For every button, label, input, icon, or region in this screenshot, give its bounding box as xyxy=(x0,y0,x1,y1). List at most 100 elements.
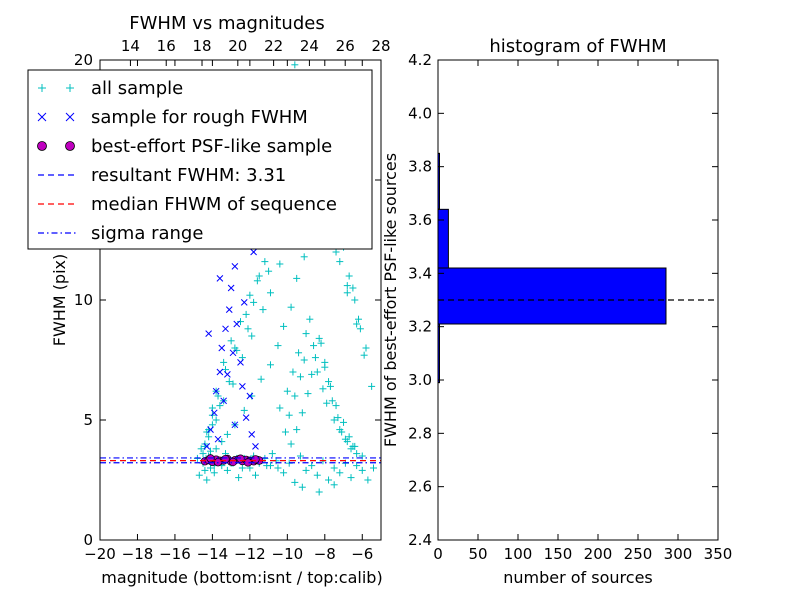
top-tick-label: 24 xyxy=(300,37,319,55)
data-point xyxy=(328,397,336,405)
data-point xyxy=(207,464,215,472)
data-point xyxy=(323,399,331,407)
data-point xyxy=(370,464,378,472)
data-point xyxy=(231,421,239,429)
data-point xyxy=(308,370,316,378)
y-tick-label: 2.8 xyxy=(408,424,432,442)
data-point xyxy=(330,416,338,424)
data-point xyxy=(304,390,312,398)
legend-label: all sample xyxy=(91,78,183,99)
data-point xyxy=(345,272,353,280)
data-point xyxy=(210,469,218,477)
data-point xyxy=(266,462,274,470)
data-point xyxy=(246,291,254,299)
data-point xyxy=(212,445,220,453)
data-point xyxy=(280,322,288,330)
data-point xyxy=(291,478,299,486)
data-point xyxy=(347,445,355,453)
x-marker-b xyxy=(231,421,239,429)
data-point xyxy=(306,315,314,323)
legend-x-b xyxy=(37,112,47,122)
data-point xyxy=(236,454,245,463)
x-marker-b xyxy=(240,299,248,306)
data-point xyxy=(311,354,319,362)
data-point xyxy=(240,299,248,306)
x-tick-label: −16 xyxy=(159,545,191,563)
data-point xyxy=(218,344,226,352)
data-point xyxy=(244,325,252,333)
data-point xyxy=(315,488,323,496)
data-point xyxy=(223,466,231,474)
data-point xyxy=(203,476,211,484)
legend-entry: median FHWM of sequence xyxy=(38,194,337,215)
data-point xyxy=(353,320,361,328)
data-point xyxy=(195,471,203,479)
data-point xyxy=(362,344,370,352)
x-tick-label: 50 xyxy=(468,545,487,563)
data-point xyxy=(296,452,304,460)
legend-label: sigma range xyxy=(91,223,203,244)
x-tick-label: −6 xyxy=(351,545,373,563)
x-marker-b xyxy=(212,387,220,395)
data-point xyxy=(257,375,265,383)
data-point xyxy=(255,272,263,280)
data-point xyxy=(345,433,353,441)
data-point xyxy=(276,260,284,268)
data-point xyxy=(330,464,338,472)
histogram-y-ticks: 2.4 2.6 2.8 3.0 3.2 3.4 3.6 3.8 4.0 4.2 xyxy=(408,51,718,549)
data-point xyxy=(298,483,306,491)
x-marker-b xyxy=(216,368,224,376)
x-tick-label: 200 xyxy=(584,545,613,563)
data-point xyxy=(222,325,229,333)
data-point xyxy=(274,342,282,350)
x-tick-label: 300 xyxy=(664,545,693,563)
data-point xyxy=(229,349,237,357)
data-point xyxy=(250,248,257,256)
data-point xyxy=(239,383,246,390)
legend-box xyxy=(27,69,373,250)
data-point xyxy=(302,466,310,474)
top-tick-label: 20 xyxy=(228,37,247,55)
x-tick-label: −20 xyxy=(84,545,116,563)
data-point xyxy=(233,320,241,328)
data-point xyxy=(248,332,256,340)
x-marker-b xyxy=(216,275,224,282)
x-marker-b xyxy=(205,330,213,337)
data-point xyxy=(227,337,235,345)
data-point xyxy=(353,450,361,458)
y-tick-label: 4.0 xyxy=(408,104,432,122)
histogram-xlabel: number of sources xyxy=(503,568,653,587)
data-point xyxy=(212,387,220,395)
data-point xyxy=(261,258,269,266)
data-point xyxy=(340,418,348,426)
x-marker-b xyxy=(227,284,235,292)
data-point xyxy=(280,469,288,477)
histogram-x-ticks: 0 50 100 150 200 250 300 350 xyxy=(433,60,732,563)
data-point xyxy=(349,284,357,292)
data-point xyxy=(295,349,303,357)
data-point xyxy=(313,471,321,479)
x-tick-label: 150 xyxy=(544,545,573,563)
data-point xyxy=(360,351,368,359)
data-point xyxy=(242,414,250,421)
data-point xyxy=(265,267,273,275)
data-point xyxy=(207,447,215,455)
legend-label: resultant FWHM: 3.31 xyxy=(91,165,286,186)
x-marker-b xyxy=(220,397,227,405)
data-point xyxy=(351,296,359,304)
legend-rows: all sample sample for rough FWHM best-effo… xyxy=(37,78,337,244)
data-point xyxy=(347,474,355,482)
data-point xyxy=(207,426,214,433)
x-marker-b xyxy=(233,320,241,328)
data-point xyxy=(274,464,282,472)
data-point xyxy=(332,402,340,410)
data-point xyxy=(210,409,218,417)
legend-circle xyxy=(65,141,75,151)
y-tick-label: 3.8 xyxy=(408,158,432,176)
data-point xyxy=(343,289,351,297)
data-point xyxy=(336,258,344,266)
data-point xyxy=(223,430,231,438)
data-point xyxy=(343,282,351,290)
data-point xyxy=(332,248,340,256)
data-point xyxy=(237,318,244,326)
